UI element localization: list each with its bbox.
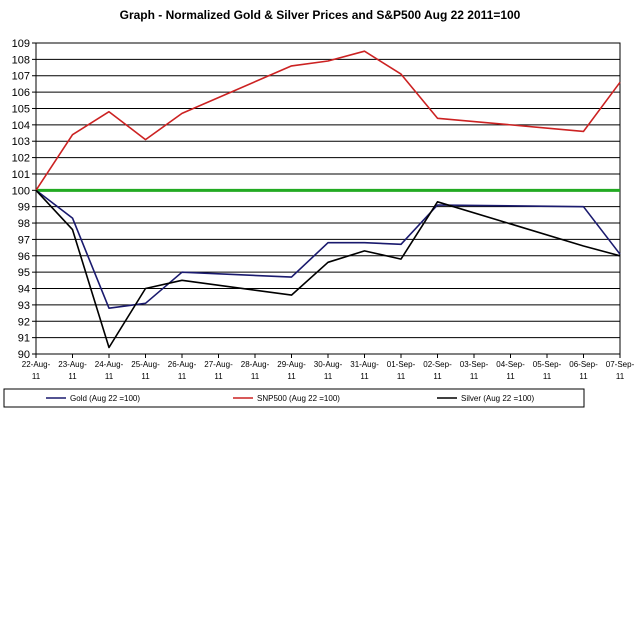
series-group [35, 50, 621, 349]
y-tick-label-94: 94 [18, 284, 30, 296]
x-tick-label: 22-Aug- [22, 360, 51, 369]
x-tick-label-year: 11 [543, 372, 552, 381]
y-tick-label-96: 96 [18, 251, 30, 263]
y-tick-label-103: 103 [12, 136, 30, 148]
x-tick-label-year: 11 [214, 372, 223, 381]
y-tick-label-102: 102 [12, 153, 30, 165]
y-tick-label-95: 95 [18, 267, 30, 279]
x-tick-label: 01-Sep- [387, 360, 416, 369]
legend-label-1: SNP500 (Aug 22 =100) [257, 394, 340, 403]
y-tick-label-107: 107 [12, 71, 30, 83]
x-tick-label: 26-Aug- [168, 360, 197, 369]
plot-area [35, 42, 621, 355]
x-tick-label-year: 11 [616, 372, 625, 381]
legend: Gold (Aug 22 =100) SNP500 (Aug 22 =100) Si… [46, 394, 534, 403]
legend-box [3, 388, 585, 408]
x-tick-label: 27-Aug- [204, 360, 233, 369]
legend-label-2: Silver (Aug 22 =100) [461, 394, 534, 403]
x-tick-label: 23-Aug- [58, 360, 87, 369]
x-tick-label-year: 11 [32, 372, 41, 381]
x-tick-label-year: 11 [397, 372, 406, 381]
x-tick-label-year: 11 [470, 372, 479, 381]
x-tick-label: 03-Sep- [460, 360, 489, 369]
y-tick-label-108: 108 [12, 54, 30, 66]
y-tick-label-93: 93 [18, 300, 30, 312]
series-line-2 [35, 189, 621, 349]
series-line-1 [35, 50, 621, 191]
x-tick-label: 06-Sep- [569, 360, 598, 369]
y-tick-label-91: 91 [18, 333, 30, 345]
x-axis: 22-Aug- 11 23-Aug- 11 24-Aug- 11 25-Aug- 11 26-A… [22, 354, 635, 381]
x-tick-label-year: 11 [579, 372, 588, 381]
x-tick-label-year: 11 [433, 372, 442, 381]
y-tick-label-100: 100 [12, 185, 30, 197]
y-tick-label-98: 98 [18, 218, 30, 230]
x-tick-label-year: 11 [105, 372, 114, 381]
chart-title: Graph - Normalized Gold & Silver Prices … [119, 8, 521, 22]
x-tick-label-year: 11 [360, 372, 369, 381]
y-axis: 90 91 92 93 94 95 96 97 98 99 100 101 102 103 104 105 10… [12, 38, 36, 361]
legend-label-0: Gold (Aug 22 =100) [70, 394, 140, 403]
x-tick-label: 05-Sep- [533, 360, 562, 369]
x-tick-label: 24-Aug- [95, 360, 124, 369]
x-tick-label: 29-Aug- [277, 360, 306, 369]
y-tick-label-104: 104 [12, 120, 30, 132]
x-tick-label-year: 11 [287, 372, 296, 381]
x-tick-label-year: 11 [506, 372, 515, 381]
x-tick-label: 28-Aug- [241, 360, 270, 369]
x-tick-label: 25-Aug- [131, 360, 160, 369]
y-tick-label-97: 97 [18, 234, 30, 246]
x-tick-label: 31-Aug- [350, 360, 379, 369]
x-tick-label-year: 11 [251, 372, 260, 381]
x-tick-label-year: 11 [141, 372, 150, 381]
y-tick-label-106: 106 [12, 87, 30, 99]
x-tick-label: 02-Sep- [423, 360, 452, 369]
y-tick-label-109: 109 [12, 38, 30, 50]
y-tick-label-90: 90 [18, 349, 30, 361]
y-tick-label-105: 105 [12, 103, 30, 115]
x-tick-label-year: 11 [324, 372, 333, 381]
x-tick-label-year: 11 [178, 372, 187, 381]
y-tick-label-99: 99 [18, 202, 30, 214]
series-line-0 [35, 189, 621, 310]
x-tick-label-year: 11 [68, 372, 77, 381]
x-tick-label: 30-Aug- [314, 360, 343, 369]
y-tick-label-92: 92 [18, 316, 30, 328]
x-tick-label: 04-Sep- [496, 360, 525, 369]
x-tick-label: 07-Sep- [606, 360, 635, 369]
y-tick-label-101: 101 [12, 169, 30, 181]
